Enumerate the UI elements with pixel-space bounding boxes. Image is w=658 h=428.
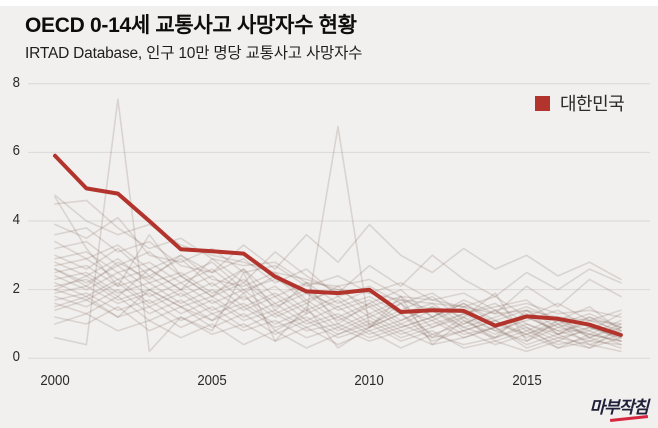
oecd-country-line-6: [54, 240, 622, 336]
oecd-country-line-4: [54, 216, 622, 322]
oecd-country-line-8: [54, 247, 622, 336]
oecd-country-line-12: [54, 264, 622, 339]
x-axis-tick-2005: 2005: [197, 372, 227, 389]
oecd-country-line-9: [54, 251, 622, 332]
oecd-country-line-3: [54, 199, 622, 318]
mabujakchim-watermark: 마부작침: [589, 393, 649, 422]
oecd-country-line-5: [54, 227, 622, 329]
y-axis-tick-2: 2: [12, 280, 20, 297]
oecd-country-line-1: [54, 125, 622, 342]
oecd-country-line-28: [54, 223, 622, 287]
x-axis-tick-2015: 2015: [512, 372, 542, 389]
oecd-country-line-19: [54, 285, 622, 346]
oecd-country-line-11: [54, 258, 622, 336]
oecd-country-line-0: [54, 98, 622, 353]
y-axis-tick-8: 8: [12, 74, 20, 91]
korea-legend-swatch-icon: [535, 95, 550, 111]
mabujakchim-watermark-text: 마부작침: [589, 398, 649, 417]
x-axis-tick-2010: 2010: [354, 372, 384, 389]
korea-line: [53, 153, 623, 337]
oecd-country-line-10: [54, 258, 622, 339]
chart-title: OECD 0-14세 교통사고 사망자수 현황: [25, 14, 357, 37]
top-strip: [0, 0, 658, 6]
oecd-country-line-15: [54, 271, 622, 342]
oecd-country-line-26: [54, 196, 622, 325]
oecd-country-line-20: [54, 288, 622, 349]
oecd-country-line-14: [54, 271, 622, 339]
chart-subtitle: IRTAD Database, 인구 10만 명당 교통사고 사망자수: [25, 45, 363, 62]
oecd-country-line-18: [54, 282, 622, 342]
oecd-country-line-23: [54, 299, 622, 353]
oecd-country-line-2: [54, 194, 622, 325]
oecd-country-line-21: [54, 292, 622, 346]
korea-legend-label: 대한민국: [560, 94, 625, 114]
oecd-country-line-25: [54, 312, 622, 353]
x-axis-tick-2000: 2000: [40, 372, 70, 389]
oecd-country-line-24: [54, 306, 622, 349]
oecd-country-line-7: [54, 240, 622, 339]
oecd-country-line-17: [54, 278, 622, 346]
line-chart: [28, 83, 650, 359]
y-axis-tick-6: 6: [12, 142, 20, 159]
oecd-country-line-22: [54, 295, 622, 349]
y-axis-tick-0: 0: [12, 348, 20, 365]
y-axis-tick-4: 4: [12, 211, 20, 228]
legend: 대한민국: [535, 90, 625, 116]
